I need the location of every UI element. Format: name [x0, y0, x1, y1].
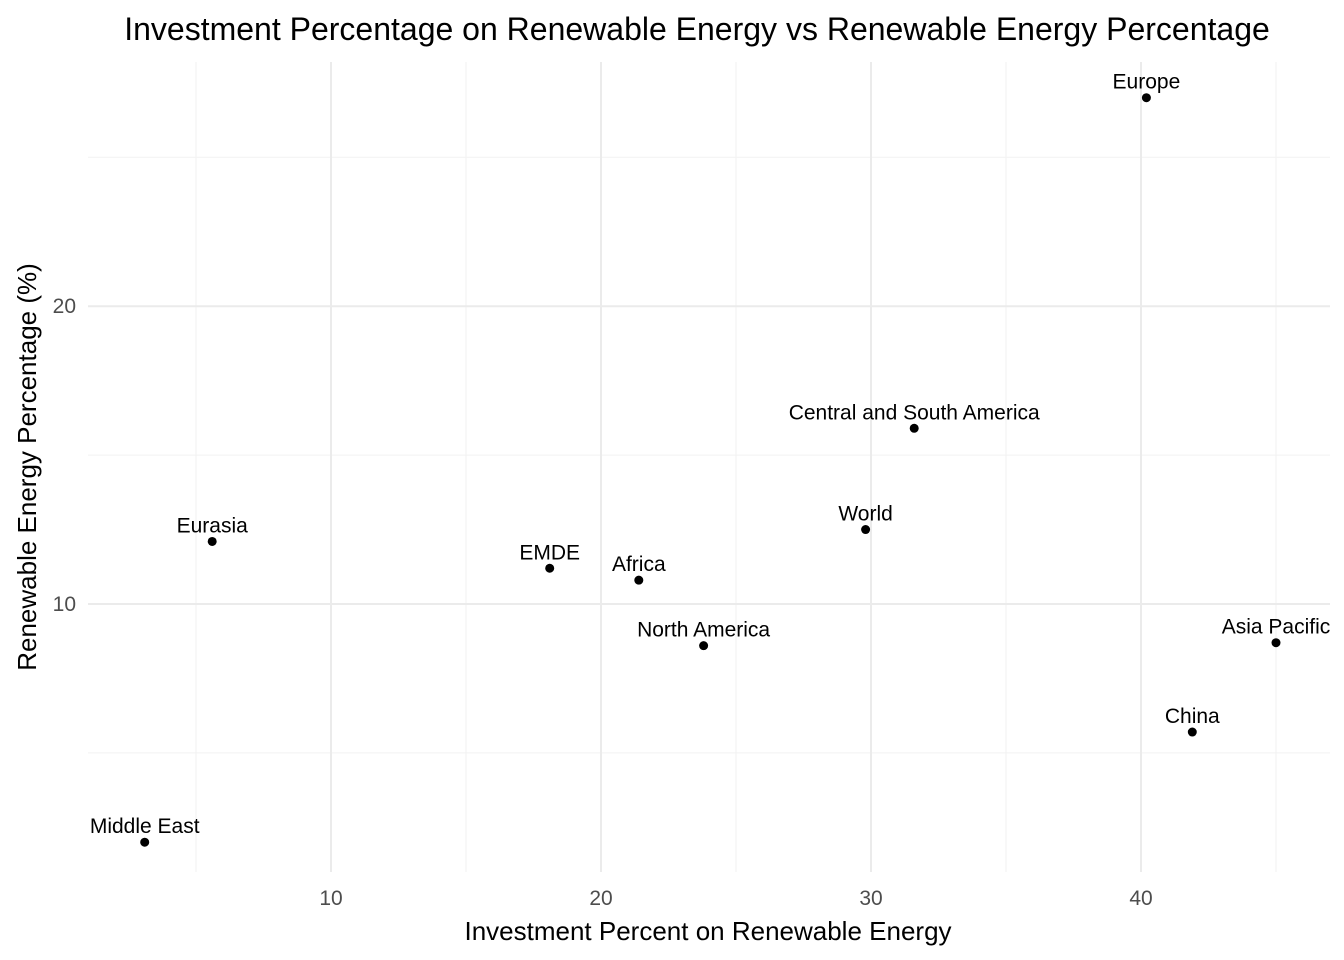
data-point: [545, 563, 555, 573]
x-tick-label: 40: [1129, 887, 1152, 910]
point-label: China: [1165, 705, 1220, 728]
point-labels: Europe Central and South America World Eura…: [90, 71, 1330, 838]
point-label: North America: [637, 619, 770, 642]
data-point: [909, 423, 919, 433]
data-point: [1271, 638, 1281, 648]
y-tick-label: 20: [53, 295, 76, 318]
point-label: Middle East: [90, 815, 200, 838]
data-point: [140, 837, 150, 847]
x-tick-label: 10: [319, 887, 342, 910]
y-tick-label: 10: [53, 593, 76, 616]
data-point: [861, 525, 871, 535]
point-label: World: [838, 503, 892, 526]
x-axis-ticks: 10 20 30 40: [319, 887, 1152, 910]
point-label: Europe: [1113, 71, 1181, 94]
data-points: [140, 93, 1281, 847]
data-point: [207, 536, 217, 546]
data-point: [634, 575, 644, 585]
y-axis-title: Renewable Energy Percentage (%): [12, 263, 42, 671]
data-point: [1187, 727, 1197, 737]
point-label: Asia Pacific: [1222, 616, 1331, 639]
y-axis-ticks: 10 20: [53, 295, 76, 616]
point-label: Africa: [612, 553, 666, 576]
point-label: Eurasia: [177, 514, 249, 537]
x-tick-label: 20: [589, 887, 612, 910]
x-tick-label: 30: [859, 887, 882, 910]
x-axis-title: Investment Percent on Renewable Energy: [464, 916, 951, 946]
point-label: EMDE: [519, 541, 580, 564]
data-point: [1141, 93, 1151, 103]
point-label: Central and South America: [789, 401, 1040, 424]
chart-title: Investment Percentage on Renewable Energ…: [124, 11, 1270, 47]
data-point: [699, 641, 709, 651]
grid: [88, 62, 1330, 872]
